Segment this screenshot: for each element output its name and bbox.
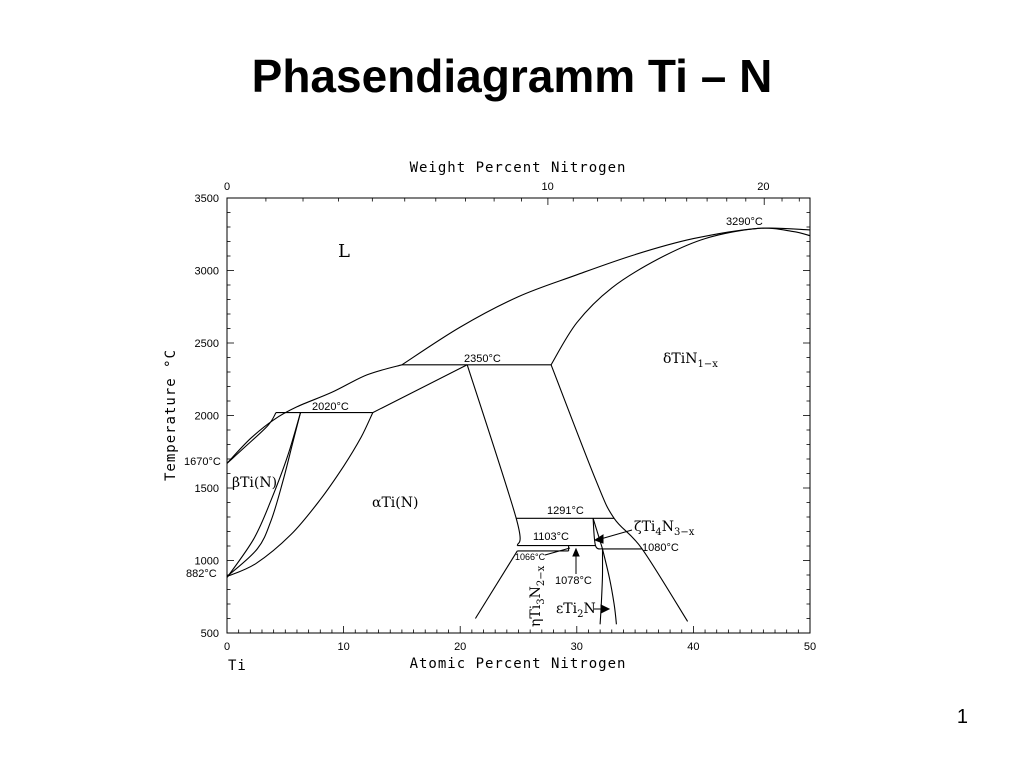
y-tick-label: 2500 xyxy=(195,338,219,350)
phase-label-beta: βTi(N) xyxy=(232,475,277,491)
phase-eta-sub2: 2−x xyxy=(536,565,547,586)
boundary-beta-solidus xyxy=(226,412,277,464)
arrowhead-eps xyxy=(600,604,611,614)
y-tick-label: 1000 xyxy=(195,556,219,568)
y-tick-label: 3000 xyxy=(195,266,219,278)
x-tick-label: 0 xyxy=(224,641,230,653)
phase-label-liquid: L xyxy=(338,241,350,262)
phase-eps-sub: 2 xyxy=(577,609,583,620)
page-title: Phasendiagramm Ti – N xyxy=(251,50,773,102)
x-tick-label: 40 xyxy=(687,641,699,653)
phase-zeta-main: ζTi xyxy=(634,519,656,535)
boundary-liquidus-main xyxy=(401,227,811,366)
arrowhead-zeta xyxy=(593,534,604,544)
y-tick-label: 500 xyxy=(201,628,219,640)
phase-zeta-n: N xyxy=(662,519,674,535)
x2-tick-label: 0 xyxy=(224,181,230,193)
x-tick-label: 10 xyxy=(337,641,349,653)
temp-label-1670: 1670°C xyxy=(184,456,221,468)
x-tick-label: 30 xyxy=(571,641,583,653)
y-tick-label: 2000 xyxy=(195,411,219,423)
boundary-beta-solvus-left xyxy=(226,412,302,578)
boundary-beta-solvus-right xyxy=(226,412,302,577)
y-tick-label: 1500 xyxy=(195,483,219,495)
phase-zeta-sub1: 4 xyxy=(655,527,661,538)
boundary-eps-right xyxy=(601,548,617,625)
phase-zeta-sub2: 3−x xyxy=(674,527,695,538)
phase-label-delta: δTiN1−x xyxy=(663,351,718,370)
phase-eps-n: N xyxy=(583,601,595,617)
phase-delta-main: δTiN xyxy=(663,351,698,367)
x2-tick-label: 20 xyxy=(757,181,769,193)
boundary-alpha-beta-right xyxy=(226,412,374,578)
page-number: 1 xyxy=(956,706,968,728)
temp-label-3290: 3290°C xyxy=(726,216,763,228)
bottom-axis-title: Atomic Percent Nitrogen xyxy=(410,656,627,672)
temp-label-1103: 1103°C xyxy=(533,531,569,543)
x-tick-label: 50 xyxy=(804,641,816,653)
temp-label-882: 882°C xyxy=(186,568,217,580)
boundary-eps-left xyxy=(599,548,604,625)
left-component-label: Ti xyxy=(228,658,247,674)
phase-boundaries xyxy=(226,227,811,625)
phase-label-alpha: αTi(N) xyxy=(372,495,418,511)
x-tick-label: 20 xyxy=(454,641,466,653)
left-axis-ticks: 500 1000 1500 2000 2500 3000 3500 xyxy=(195,193,234,640)
top-axis-title: Weight Percent Nitrogen xyxy=(410,160,627,176)
phase-eta-n: N xyxy=(528,586,544,598)
left-axis-title: Temperature °C xyxy=(163,349,179,481)
phase-eta-sub1: 3 xyxy=(536,598,547,604)
phase-label-epsilon: εTi2N xyxy=(556,601,596,620)
phase-delta-sub: 1−x xyxy=(698,359,719,370)
temp-label-1080: 1080°C xyxy=(642,542,679,554)
bottom-axis-ticks: 0 10 20 30 40 50 xyxy=(224,626,816,653)
temp-label-1066: 1066°C xyxy=(515,552,546,562)
phase-label-eta: ηTi3N2−x xyxy=(528,565,547,627)
boundary-alpha-delta-right xyxy=(372,364,468,414)
y-tick-label: 3500 xyxy=(195,193,219,205)
boundary-solidus-delta xyxy=(550,227,811,366)
right-axis-ticks xyxy=(803,197,810,634)
plot-frame xyxy=(226,197,811,634)
temp-label-1078: 1078°C xyxy=(555,575,592,587)
temp-label-1291: 1291°C xyxy=(547,505,584,517)
boundary-zeta-left xyxy=(592,518,603,550)
phase-label-zeta: ζTi4N3−x xyxy=(634,519,695,538)
boundary-zeta-right xyxy=(592,518,604,550)
arrow-1066 xyxy=(544,547,571,556)
temp-label-2020: 2020°C xyxy=(312,401,349,413)
x2-tick-label: 10 xyxy=(542,181,554,193)
boundary-liquidus-left xyxy=(226,364,403,464)
phase-eta-main: ηTi xyxy=(528,604,544,627)
arrowhead-1078 xyxy=(572,547,580,557)
temp-label-2350: 2350°C xyxy=(464,353,501,365)
annotation-arrows xyxy=(544,529,633,614)
top-axis-ticks: 0 10 20 xyxy=(224,181,800,205)
boundary-alpha-lower xyxy=(474,550,518,619)
boundary-alpha-solvus-delta xyxy=(466,364,521,546)
phase-eps-main: εTi xyxy=(556,601,578,617)
